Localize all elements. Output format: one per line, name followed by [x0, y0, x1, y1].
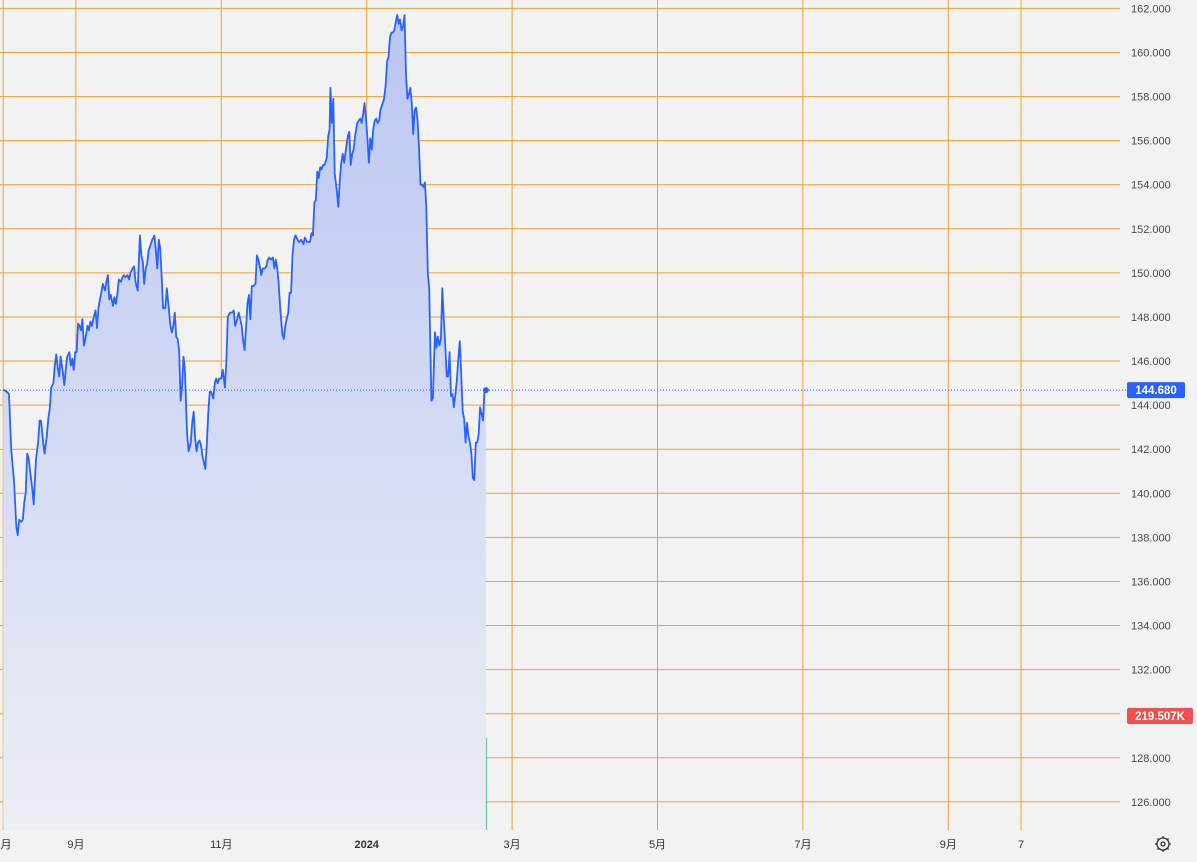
price-tick-label: 132.000	[1131, 665, 1171, 677]
volume-badge-label: 219.507K	[1135, 711, 1186, 723]
time-tick-label: 11月	[210, 839, 232, 851]
volume-bar	[484, 737, 488, 830]
time-tick-label: 2024	[354, 839, 379, 851]
price-tick-label: 152.000	[1131, 224, 1171, 236]
price-line	[2, 14, 486, 537]
last-price-badge-label: 144.680	[1135, 385, 1177, 397]
price-tick-label: 158.000	[1131, 92, 1171, 104]
price-tick-label: 150.000	[1131, 268, 1171, 280]
price-tick-label: 128.000	[1131, 753, 1171, 765]
price-area-fill	[3, 15, 486, 830]
settings-gear-icon[interactable]	[1155, 836, 1171, 852]
price-tick-label: 162.000	[1131, 3, 1171, 15]
price-tick-label: 154.000	[1131, 180, 1171, 192]
time-tick-label: 9月	[67, 839, 84, 851]
volume-badge: 219.507K	[1127, 708, 1193, 724]
settings-gear-inner	[1160, 841, 1166, 847]
price-tick-label: 126.000	[1131, 797, 1171, 809]
last-price-badge-bg	[1127, 382, 1185, 399]
price-tick-label: 142.000	[1131, 444, 1171, 456]
time-tick-label: 5月	[649, 839, 666, 851]
time-tick-label: 7	[1018, 839, 1024, 851]
time-axis[interactable]: 月 9月 11月 2024 3月 5月 7月 9月 7	[1, 839, 1025, 851]
volume-badge-bg	[1127, 708, 1193, 724]
price-tick-label: 146.000	[1131, 356, 1171, 368]
price-tick-label: 138.000	[1131, 532, 1171, 544]
price-tick-label: 156.000	[1131, 136, 1171, 148]
time-axis-background	[0, 830, 1120, 857]
price-tick-label: 144.000	[1131, 400, 1171, 412]
price-tick-label: 136.000	[1131, 576, 1171, 588]
price-tick-label: 148.000	[1131, 312, 1171, 324]
time-tick-label: 9月	[940, 839, 957, 851]
time-tick-label: 7月	[794, 839, 811, 851]
price-tick-label: 134.000	[1131, 621, 1171, 633]
settings-gear-teeth	[1155, 836, 1171, 852]
price-tick-label: 160.000	[1131, 47, 1171, 59]
axis-background	[1120, 0, 1197, 857]
price-tick-label: 140.000	[1131, 488, 1171, 500]
time-tick-label: 3月	[504, 839, 521, 851]
last-price-marker	[482, 387, 489, 394]
last-price-badge: 144.680	[1127, 382, 1185, 399]
time-tick-label: 月	[1, 839, 12, 851]
